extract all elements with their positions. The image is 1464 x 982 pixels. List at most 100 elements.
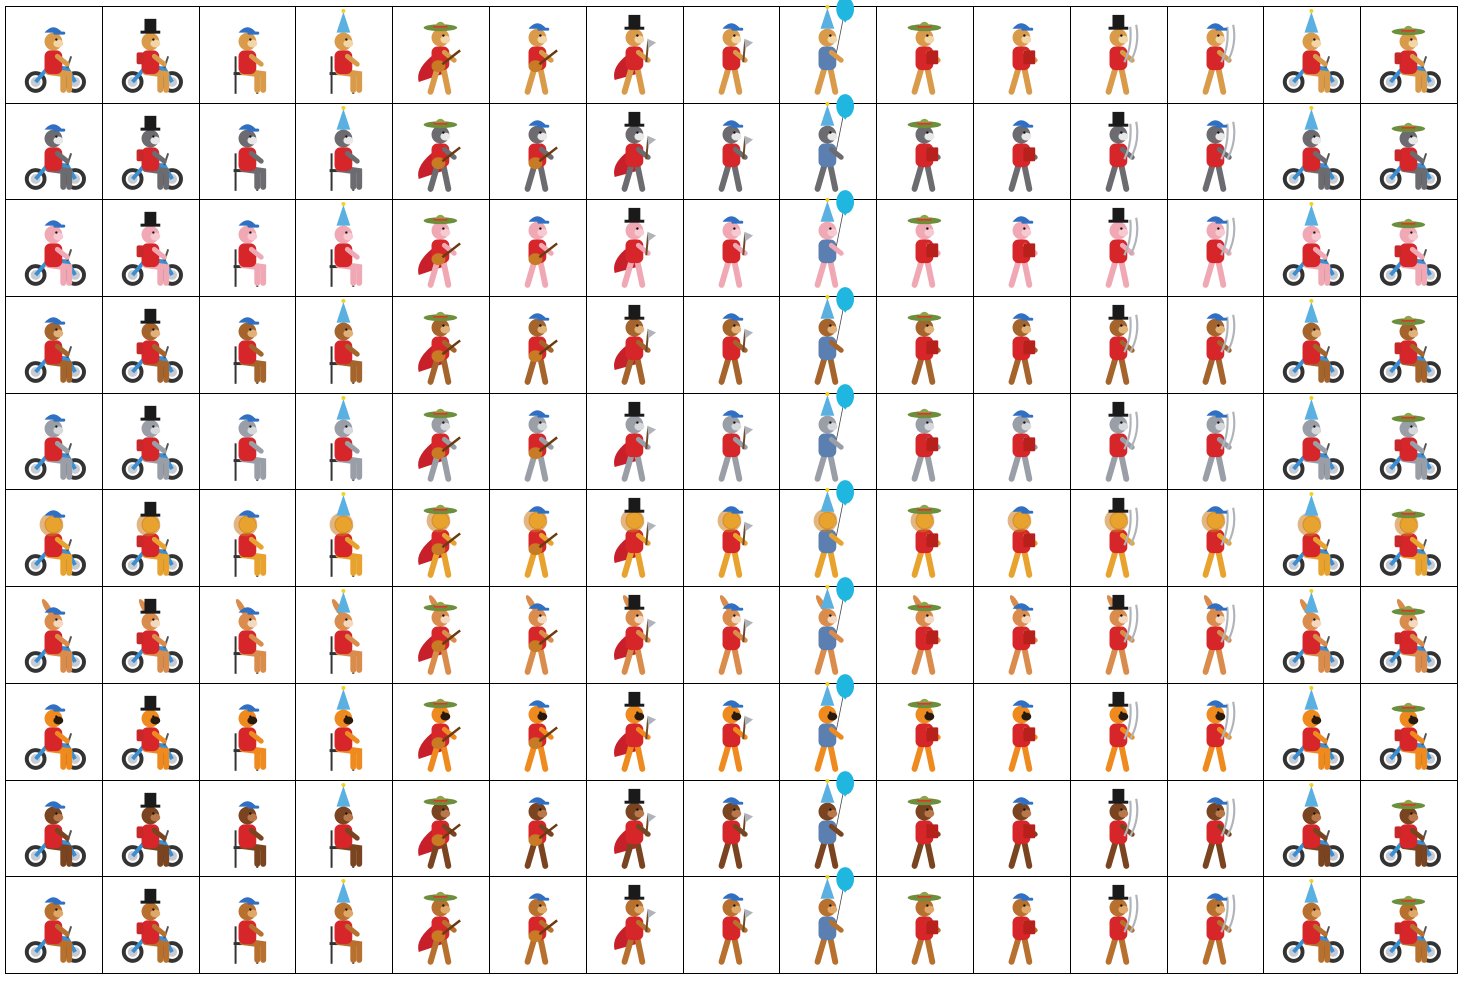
legs — [1400, 359, 1428, 383]
legs — [335, 165, 363, 190]
raccoon-holding-balloon-sprite — [814, 93, 855, 192]
legs — [335, 939, 363, 964]
legs — [1202, 258, 1226, 289]
lion-riding-motorcycle-sprite — [24, 510, 86, 577]
legs — [1400, 842, 1428, 867]
arms — [1313, 343, 1329, 357]
rabbit-walking-with-axe-sprite — [613, 595, 656, 675]
shirt — [625, 239, 644, 264]
legs — [1303, 262, 1331, 287]
backpack-icon — [136, 149, 144, 161]
party-hat-icon — [820, 778, 835, 803]
gorilla-head — [1012, 802, 1032, 821]
blue-cap-icon — [1012, 410, 1034, 418]
legs — [911, 258, 936, 289]
swords-icon — [1123, 314, 1139, 353]
shirt — [818, 529, 837, 554]
shirt — [238, 147, 256, 171]
shirt — [625, 336, 644, 361]
shirt — [722, 433, 740, 457]
arms — [538, 436, 554, 450]
lion-sitting-on-chair-sprite — [329, 492, 363, 578]
sprite-cell — [974, 200, 1071, 298]
backpack-icon — [136, 825, 144, 838]
sprite-cell — [780, 577, 878, 684]
hamster-head — [722, 28, 741, 47]
shirt — [1109, 239, 1128, 264]
sprite-cell — [1070, 780, 1168, 878]
party-hat-icon — [336, 202, 351, 227]
gorilla-head — [1302, 806, 1322, 825]
rabbit-riding-motorcycle-sprite — [121, 599, 183, 674]
shirt — [1399, 824, 1418, 848]
legs — [427, 838, 452, 869]
lion-holding-balloon-sprite — [813, 480, 855, 579]
sprite-cell — [393, 200, 490, 298]
arms — [1313, 53, 1329, 67]
sprite-cell — [974, 780, 1071, 878]
sprite-cell — [102, 490, 200, 588]
sombrero-icon — [907, 698, 942, 709]
pig-playing-guitar-sprite — [524, 216, 558, 289]
guitar-icon — [431, 532, 462, 556]
swords-icon — [1123, 217, 1139, 257]
shirt — [1399, 533, 1418, 558]
legs — [911, 935, 936, 966]
backpack-icon — [1394, 245, 1402, 258]
sprite-cell — [6, 683, 103, 781]
top-hat-icon — [140, 792, 161, 808]
blue-cap-icon — [528, 313, 550, 321]
party-hat-icon — [336, 105, 351, 130]
pig-holding-balloon-sprite — [814, 190, 855, 289]
pig-head — [141, 226, 161, 244]
party-hat-icon — [820, 295, 835, 319]
hamster-holding-balloon-sprite — [814, 0, 855, 95]
party-hat-icon — [336, 299, 351, 323]
hamster-sitting-on-chair-sprite — [233, 27, 266, 94]
sprite-cell — [1361, 297, 1458, 394]
shirt — [818, 626, 837, 651]
arms — [442, 49, 457, 63]
tiger-sitting-on-chair-sprite — [329, 685, 363, 771]
arms — [829, 533, 845, 547]
blue-cap-icon — [722, 23, 743, 31]
sprite-cell — [683, 877, 781, 974]
monkey-head — [1399, 322, 1419, 341]
guitar-icon — [528, 532, 558, 556]
arms — [829, 243, 845, 257]
blue-cap-icon — [722, 216, 743, 225]
book-icon — [1023, 630, 1036, 645]
monkey-sitting-on-chair-sprite — [329, 299, 363, 384]
balloon-icon — [835, 480, 855, 542]
legs — [335, 455, 363, 480]
sombrero-icon — [1391, 896, 1426, 906]
blue-cap-icon — [1012, 216, 1034, 225]
sombrero-icon — [907, 21, 942, 32]
pig-riding-motorcycle-sprite — [121, 212, 183, 287]
sprite-cell — [1361, 200, 1458, 298]
balloon-icon — [835, 770, 855, 832]
robot-head — [44, 419, 64, 438]
shirt — [334, 243, 353, 268]
shirt — [722, 626, 740, 651]
sprite-cell — [296, 780, 394, 878]
legs — [239, 262, 266, 287]
blue-cap-icon — [528, 796, 550, 805]
legs — [1400, 455, 1428, 480]
top-hat-icon — [624, 14, 645, 30]
party-hat-icon — [820, 101, 835, 126]
gorilla-head — [431, 802, 451, 821]
sombrero-icon — [1391, 702, 1426, 713]
rabbit-sitting-on-chair-sprite — [329, 589, 363, 675]
guitar-icon — [528, 49, 558, 73]
arms — [1410, 247, 1425, 261]
axe-icon — [741, 618, 753, 643]
blue-cap-icon — [528, 700, 550, 708]
legs — [814, 645, 839, 675]
guitar-icon — [528, 436, 558, 459]
hamster-head — [431, 28, 451, 47]
raccoon-head — [625, 125, 645, 144]
sombrero-icon — [1391, 25, 1426, 36]
sombrero-icon — [423, 601, 458, 612]
shirt — [44, 920, 63, 945]
